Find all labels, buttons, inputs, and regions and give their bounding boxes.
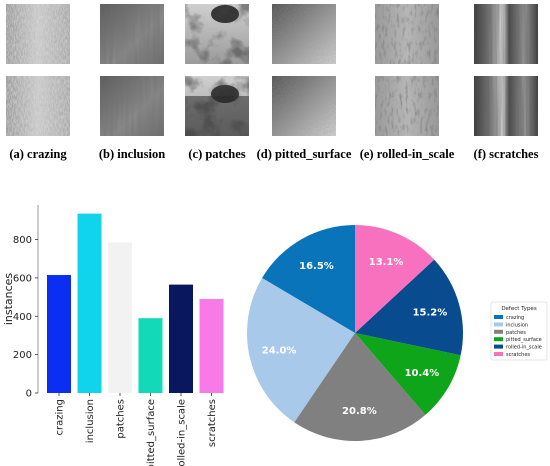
bar-patches xyxy=(108,242,132,393)
sample-image-pitted xyxy=(272,4,336,64)
sample-caption: (a) crazing xyxy=(9,147,67,161)
sample-image-crazing xyxy=(6,4,70,64)
legend-swatch xyxy=(494,352,503,356)
sample-caption: (e) rolled-in_scale xyxy=(360,147,455,161)
defect-sample-images: (a) crazing (b) inclusion (c) patches (d) p… xyxy=(6,4,539,161)
x-tick-label: rolled-in_scale xyxy=(177,399,188,466)
sample-image-texture xyxy=(272,4,336,64)
sample-image-texture xyxy=(100,4,164,64)
y-tick-label: 0 xyxy=(26,389,32,400)
legend-swatch xyxy=(494,322,503,327)
x-tick-label: patches xyxy=(116,399,127,439)
pie-slice-scratches xyxy=(355,225,435,333)
sample-image-inclusion xyxy=(100,4,164,64)
sample-image-inclusion xyxy=(100,76,164,136)
sample-image-texture xyxy=(100,76,164,136)
bar-chart: 0 200 400 600 800 instances crazing inclusion pa… xyxy=(2,205,224,466)
sample-image-pitted xyxy=(272,76,336,136)
legend-swatch xyxy=(494,315,503,319)
legend-item-label: pitted_surface xyxy=(506,337,542,343)
sample-image-rolled xyxy=(375,4,439,64)
pie-slice-crazing xyxy=(262,225,355,333)
pie-slice-label: 10.4% xyxy=(405,368,440,379)
bar-crazing xyxy=(47,275,71,393)
pie-slice-inclusion xyxy=(246,278,355,423)
legend-title: Defect Types xyxy=(501,306,537,312)
y-tick-label: 200 xyxy=(13,350,32,361)
y-axis-label: instances xyxy=(2,273,15,326)
pie-slice-patches xyxy=(294,333,426,442)
x-tick-label: scratches xyxy=(207,399,218,447)
bar-scratches xyxy=(199,299,224,393)
legend-item-label: crazing xyxy=(506,315,524,321)
sample-image-texture xyxy=(185,4,249,64)
legend-item-label: scratches xyxy=(506,352,530,358)
sample-image-texture xyxy=(474,76,538,136)
legend-item-label: inclusion xyxy=(506,322,528,328)
legend-box xyxy=(490,301,548,361)
legend-item-label: patches xyxy=(506,330,526,336)
sample-image-rolled xyxy=(375,76,439,136)
sample-image-texture xyxy=(6,76,70,136)
legend-swatch xyxy=(494,337,503,342)
x-tick-label: crazing xyxy=(55,399,66,435)
sample-image-texture xyxy=(185,76,249,136)
sample-image-texture xyxy=(375,4,439,64)
sample-image-crazing xyxy=(6,76,70,136)
y-tick-label: 400 xyxy=(13,312,32,323)
pie-slice-label: 20.8% xyxy=(342,406,377,417)
sample-image-scratches xyxy=(474,4,538,64)
legend-swatch xyxy=(494,344,503,349)
sample-image-texture xyxy=(375,76,439,136)
pie-slice-label: 24.0% xyxy=(262,345,297,356)
sample-caption: (b) inclusion xyxy=(99,147,165,161)
bar-rolled-in_scale xyxy=(169,284,193,393)
y-tick-label: 600 xyxy=(13,273,32,284)
sample-image-texture xyxy=(6,4,70,64)
bar-pitted_surface xyxy=(138,318,163,393)
pie-slice-label: 15.2% xyxy=(413,308,448,319)
sample-image-patches xyxy=(185,76,249,136)
pie-slice-pitted_surface xyxy=(355,333,461,415)
pie-slice-rolled-in_scale xyxy=(355,259,464,356)
pie-slice-label: 16.5% xyxy=(299,261,334,272)
sample-image-patches xyxy=(185,4,249,64)
x-tick-label: inclusion xyxy=(85,399,96,443)
pie-chart: 16.5% 24.0% 20.8% 10.4% 15.2% 13.1% xyxy=(246,225,464,442)
legend-swatch xyxy=(494,329,503,334)
x-tick-label: pitted_surface xyxy=(146,399,157,466)
sample-image-texture xyxy=(474,4,538,64)
bar-inclusion xyxy=(77,213,102,393)
sample-caption: (c) patches xyxy=(188,147,245,161)
sample-image-texture xyxy=(272,76,336,136)
y-tick-label: 800 xyxy=(13,235,32,246)
pie-slice-label: 13.1% xyxy=(369,257,404,268)
sample-caption: (d) pitted_surface xyxy=(257,147,352,161)
sample-image-scratches xyxy=(474,76,538,136)
sample-caption: (f) scratches xyxy=(474,147,539,161)
legend-item-label: rolled-in_scale xyxy=(506,345,542,351)
